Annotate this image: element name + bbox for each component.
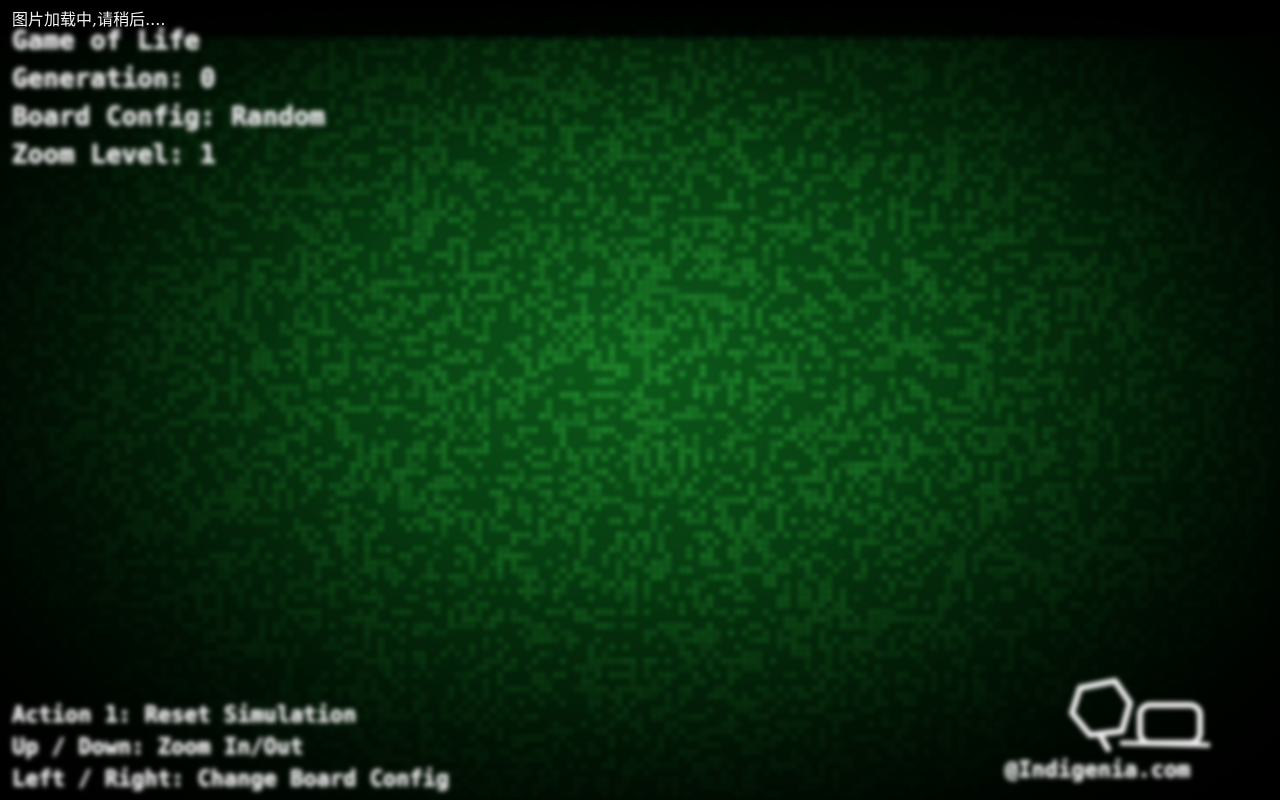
hud-panel: Game of Life Generation: 0 Board Config:… — [12, 22, 325, 174]
zoom-level-label: Zoom Level: 1 — [12, 140, 216, 170]
controls-help: Action 1: Reset Simulation Up / Down: Zo… — [12, 700, 449, 796]
loading-message: 图片加载中,请稍后.... — [12, 10, 166, 29]
board-config-label: Board Config: Random — [12, 102, 326, 132]
top-bar — [0, 0, 1280, 42]
logo-icon — [1069, 678, 1210, 752]
publisher-logo: @Indigenia.com — [1005, 668, 1275, 793]
control-hint-config: Left / Right: Change Board Config — [12, 767, 450, 792]
control-hint-reset: Action 1: Reset Simulation — [12, 703, 357, 728]
generation-counter: Generation: 0 — [12, 64, 216, 94]
control-hint-zoom: Up / Down: Zoom In/Out — [12, 735, 304, 760]
game-title: Game of Life — [12, 26, 200, 56]
logo-text: @Indigenia.com — [1005, 758, 1191, 783]
